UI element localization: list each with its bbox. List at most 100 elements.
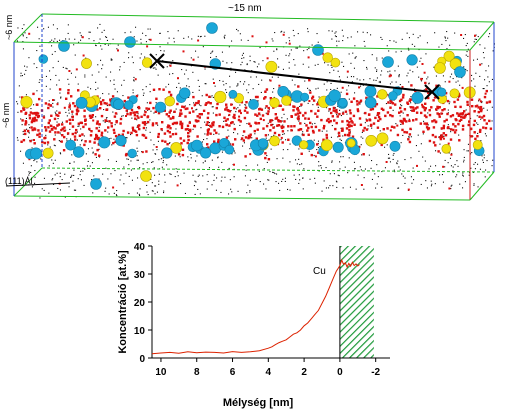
matrix-atom: [20, 150, 22, 152]
matrix-atom: [219, 80, 221, 82]
matrix-atom: [28, 57, 30, 59]
blue-atom: [113, 98, 125, 110]
copper-atom: [283, 120, 286, 123]
copper-atom: [181, 153, 185, 157]
matrix-atom: [484, 47, 486, 49]
matrix-atom: [54, 111, 56, 113]
matrix-atom: [50, 79, 52, 81]
copper-atom: [179, 109, 182, 112]
matrix-atom: [133, 79, 135, 81]
copper-atom: [180, 124, 184, 128]
matrix-atom: [269, 79, 271, 81]
copper-atom: [358, 86, 361, 89]
matrix-atom: [263, 183, 265, 185]
matrix-atom: [428, 168, 430, 170]
copper-atom: [384, 114, 387, 118]
matrix-atom: [463, 159, 465, 161]
matrix-atom: [59, 152, 61, 154]
matrix-atom: [21, 28, 23, 30]
matrix-atom: [258, 83, 260, 85]
copper-atom: [371, 107, 375, 111]
copper-atom: [24, 123, 27, 126]
matrix-atom: [152, 161, 154, 163]
copper-atom: [104, 129, 107, 132]
copper-atom: [314, 112, 317, 115]
blue-atom: [161, 147, 173, 159]
copper-atom: [262, 127, 265, 130]
matrix-atom: [67, 24, 69, 26]
copper-atom: [406, 101, 409, 104]
copper-atom: [75, 108, 79, 112]
matrix-atom: [444, 37, 446, 39]
matrix-atom: [205, 83, 207, 85]
matrix-atom: [175, 108, 177, 110]
copper-atom: [448, 187, 451, 190]
copper-atom: [409, 127, 412, 131]
copper-atom: [382, 128, 385, 131]
matrix-atom: [218, 133, 220, 135]
copper-atom: [485, 122, 488, 125]
matrix-atom: [98, 42, 100, 44]
copper-atom: [428, 109, 431, 112]
copper-atom: [265, 124, 269, 128]
matrix-atom: [86, 165, 88, 167]
matrix-atom: [277, 76, 279, 78]
copper-atom: [119, 117, 123, 121]
matrix-atom: [484, 79, 486, 81]
matrix-atom: [123, 79, 125, 81]
copper-atom: [321, 52, 324, 55]
copper-atom: [187, 135, 190, 138]
matrix-atom: [307, 102, 309, 104]
copper-atom: [477, 106, 480, 109]
matrix-atom: [140, 42, 142, 44]
yellow-atom: [170, 142, 182, 154]
matrix-atom: [282, 133, 284, 135]
matrix-atom: [258, 63, 260, 65]
copper-atom: [423, 71, 426, 74]
matrix-atom: [389, 157, 391, 159]
matrix-atom: [38, 81, 40, 83]
copper-atom: [231, 143, 235, 146]
matrix-atom: [366, 32, 368, 34]
matrix-atom: [274, 173, 276, 175]
matrix-atom: [140, 38, 142, 40]
copper-atom: [262, 119, 265, 122]
matrix-atom: [149, 28, 151, 30]
matrix-atom: [68, 186, 70, 188]
matrix-atom: [184, 192, 186, 194]
matrix-atom: [36, 161, 38, 163]
matrix-atom: [479, 168, 481, 170]
copper-atom: [48, 119, 51, 122]
matrix-atom: [423, 120, 425, 122]
matrix-atom: [386, 144, 388, 146]
matrix-atom: [389, 102, 391, 104]
copper-atom: [112, 128, 116, 132]
matrix-atom: [363, 177, 365, 179]
matrix-atom: [408, 136, 410, 138]
matrix-atom: [246, 89, 248, 91]
matrix-atom: [473, 59, 475, 61]
copper-atom: [309, 91, 312, 94]
matrix-atom: [223, 36, 225, 38]
copper-atom: [91, 115, 93, 118]
matrix-atom: [22, 35, 24, 37]
copper-atom: [369, 108, 373, 111]
copper-atom: [138, 106, 141, 110]
copper-atom: [183, 105, 186, 109]
copper-atom: [254, 113, 257, 116]
matrix-atom: [303, 101, 305, 103]
matrix-atom: [483, 157, 485, 159]
copper-atom: [316, 143, 319, 146]
matrix-atom: [298, 148, 300, 150]
matrix-atom: [360, 169, 362, 171]
matrix-atom: [105, 76, 107, 78]
matrix-atom: [364, 45, 366, 47]
copper-atom: [184, 108, 187, 111]
matrix-atom: [125, 172, 127, 174]
matrix-atom: [26, 128, 28, 130]
matrix-atom: [447, 37, 449, 39]
matrix-atom: [463, 149, 465, 151]
matrix-atom: [95, 81, 97, 83]
copper-atom: [249, 153, 252, 156]
matrix-atom: [298, 158, 300, 160]
